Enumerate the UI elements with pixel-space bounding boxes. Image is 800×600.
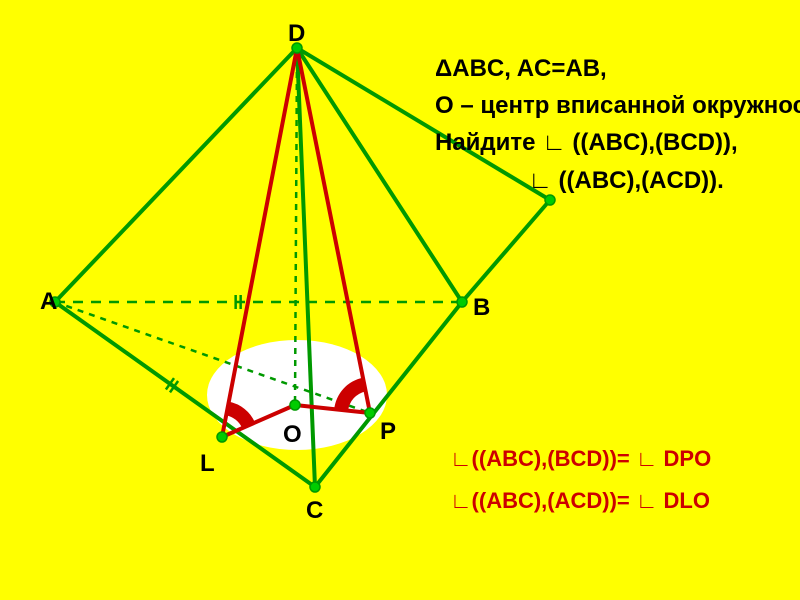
problem-line: Найдите ∟ ((ABC),(BCD)),	[435, 124, 795, 161]
problem-statement: ΔABC, AC=AB,O – центр вписанной окружнос…	[435, 50, 795, 199]
geometry-slide: ΔABC, AC=AB,O – центр вписанной окружнос…	[0, 0, 800, 600]
problem-line: ΔABC, AC=AB,	[435, 50, 795, 87]
answer-line: ∟((ABC),(BCD))= ∟ DPO	[450, 438, 800, 480]
answers: ∟((ABC),(BCD))= ∟ DPO∟((ABC),(ACD))= ∟ D…	[450, 438, 800, 522]
answer-line: ∟((ABC),(ACD))= ∟ DLO	[450, 480, 800, 522]
problem-line: O – центр вписанной окружности.	[435, 87, 795, 124]
problem-line: ∟ ((ABC),(ACD)).	[435, 162, 795, 199]
